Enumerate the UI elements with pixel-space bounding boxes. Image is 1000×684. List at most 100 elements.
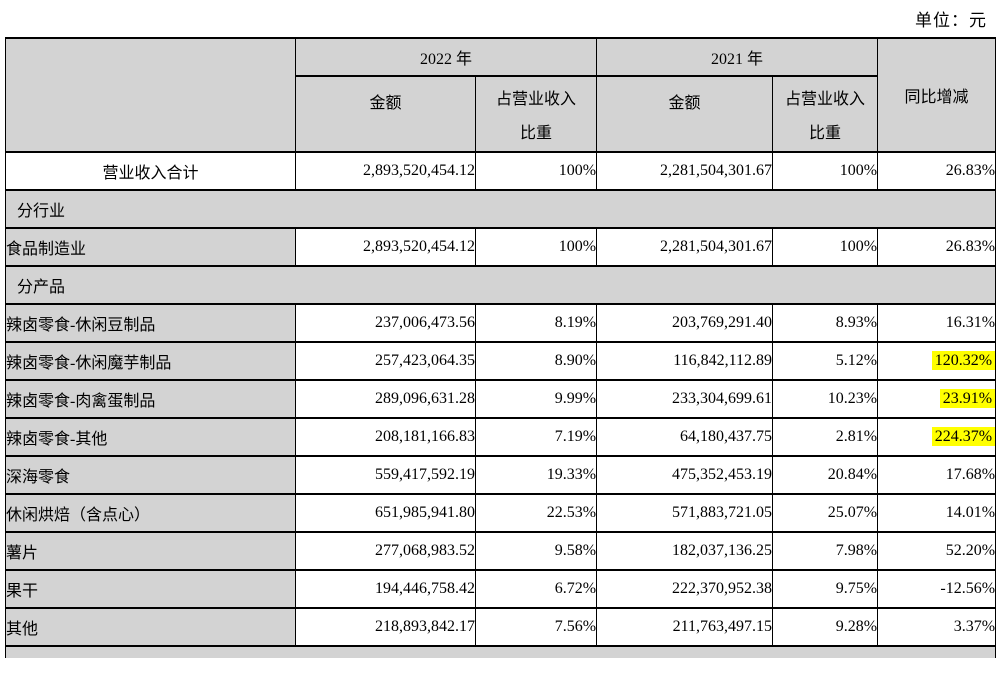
table-row: 薯片 277,068,983.52 9.58% 182,037,136.25 7…	[5, 531, 997, 571]
share-2021-cell: 100%	[772, 151, 879, 191]
share-header-line1: 占营业收入	[785, 91, 866, 108]
row-label-cell: 果干	[5, 569, 296, 609]
section-row-partial	[4, 645, 997, 658]
share-2022-cell: 19.33%	[474, 455, 598, 495]
share-2022-cell: 9.99%	[474, 379, 598, 419]
share-2022-cell: 100%	[474, 227, 598, 267]
yoy-cell: 23.91%	[877, 379, 997, 419]
share-2021-cell: 25.07%	[772, 493, 879, 533]
yoy-highlight: 224.37%	[931, 427, 995, 446]
share-2021-header: 占营业收入 比重	[772, 75, 879, 153]
share-header-line2: 比重	[520, 125, 553, 142]
amount-2022-header: 金额	[295, 75, 476, 153]
year-2021-header: 2021 年	[596, 37, 879, 77]
row-label-cell: 休闲烘焙（含点心）	[5, 493, 296, 533]
revenue-breakdown-table: 2022 年 2021 年 同比增减 金额 占营业收入 比重 金额 占营业收入 …	[4, 37, 997, 658]
share-2022-cell: 8.19%	[474, 303, 598, 343]
amount-2021-cell: 116,842,112.89	[596, 341, 774, 381]
amount-2022-cell: 237,006,473.56	[295, 303, 476, 343]
section-row: 分行业	[4, 189, 997, 229]
row-label-cell: 辣卤零食-休闲豆制品	[5, 303, 296, 343]
table-row: 食品制造业 2,893,520,454.12 100% 2,281,504,30…	[5, 227, 997, 267]
share-2021-cell: 8.93%	[772, 303, 879, 343]
yoy-cell: -12.56%	[877, 569, 997, 609]
amount-2021-cell: 64,180,437.75	[596, 417, 774, 457]
share-2021-cell: 10.23%	[772, 379, 879, 419]
yoy-highlight: 23.91%	[939, 389, 995, 408]
amount-2021-cell: 2,281,504,301.67	[596, 227, 774, 267]
section-label-cell: 分产品	[4, 265, 997, 305]
amount-2021-cell: 182,037,136.25	[596, 531, 774, 571]
yoy-cell: 3.37%	[877, 607, 997, 647]
share-2021-cell: 2.81%	[772, 417, 879, 457]
yoy-cell: 26.83%	[877, 227, 997, 267]
row-label-cell: 薯片	[5, 531, 296, 571]
row-label-cell: 营业收入合计	[5, 151, 296, 191]
amount-2022-cell: 277,068,983.52	[295, 531, 476, 571]
amount-2021-cell: 211,763,497.15	[596, 607, 774, 647]
yoy-cell: 52.20%	[877, 531, 997, 571]
yoy-cell: 224.37%	[877, 417, 997, 457]
share-2021-cell: 7.98%	[772, 531, 879, 571]
amount-2021-header: 金额	[596, 75, 774, 153]
row-label-cell: 食品制造业	[5, 227, 296, 267]
amount-2022-cell: 2,893,520,454.12	[295, 151, 476, 191]
unit-label: 单位：元	[915, 11, 987, 30]
share-2021-cell: 100%	[772, 227, 879, 267]
amount-2022-cell: 218,893,842.17	[295, 607, 476, 647]
section-label-cell: 分行业	[4, 189, 997, 229]
amount-2022-cell: 2,893,520,454.12	[295, 227, 476, 267]
share-header-line1: 占营业收入	[496, 91, 577, 108]
table-row: 其他 218,893,842.17 7.56% 211,763,497.15 9…	[5, 607, 997, 647]
table-row: 果干 194,446,758.42 6.72% 222,370,952.38 9…	[5, 569, 997, 609]
share-2022-header: 占营业收入 比重	[474, 75, 598, 153]
share-2022-cell: 7.56%	[474, 607, 598, 647]
yoy-cell: 14.01%	[877, 493, 997, 533]
row-label-cell: 辣卤零食-休闲魔芋制品	[5, 341, 296, 381]
share-2021-cell: 20.84%	[772, 455, 879, 495]
table-row: 辣卤零食-其他 208,181,166.83 7.19% 64,180,437.…	[5, 417, 997, 457]
amount-2021-cell: 222,370,952.38	[596, 569, 774, 609]
amount-2021-cell: 475,352,453.19	[596, 455, 774, 495]
share-2022-cell: 7.19%	[474, 417, 598, 457]
year-2022-header: 2022 年	[294, 37, 598, 77]
amount-2021-cell: 2,281,504,301.67	[596, 151, 774, 191]
table-row: 营业收入合计 2,893,520,454.12 100% 2,281,504,3…	[5, 151, 997, 191]
section-row: 分产品	[4, 265, 997, 305]
share-2021-cell: 9.28%	[772, 607, 879, 647]
yoy-cell: 26.83%	[877, 151, 997, 191]
yoy-cell: 120.32%	[877, 341, 997, 381]
yoy-header: 同比增减	[877, 37, 997, 153]
amount-2021-cell: 571,883,721.05	[596, 493, 774, 533]
row-label-cell: 深海零食	[5, 455, 296, 495]
blank-corner-cell	[5, 37, 296, 153]
amount-2022-cell: 651,985,941.80	[295, 493, 476, 533]
amount-2022-cell: 208,181,166.83	[295, 417, 476, 457]
share-2022-cell: 22.53%	[474, 493, 598, 533]
yoy-highlight: 120.32%	[931, 351, 995, 370]
amount-2022-cell: 194,446,758.42	[295, 569, 476, 609]
share-2022-cell: 100%	[474, 151, 598, 191]
share-2021-cell: 9.75%	[772, 569, 879, 609]
table-row: 深海零食 559,417,592.19 19.33% 475,352,453.1…	[5, 455, 997, 495]
row-label-cell: 辣卤零食-肉禽蛋制品	[5, 379, 296, 419]
amount-2021-cell: 203,769,291.40	[596, 303, 774, 343]
table-row: 辣卤零食-休闲豆制品 237,006,473.56 8.19% 203,769,…	[5, 303, 997, 343]
share-2021-cell: 5.12%	[772, 341, 879, 381]
share-2022-cell: 6.72%	[474, 569, 598, 609]
yoy-cell: 16.31%	[877, 303, 997, 343]
table-row: 辣卤零食-休闲魔芋制品 257,423,064.35 8.90% 116,842…	[5, 341, 997, 381]
row-label-cell: 其他	[5, 607, 296, 647]
table-row: 辣卤零食-肉禽蛋制品 289,096,631.28 9.99% 233,304,…	[5, 379, 997, 419]
table-row: 休闲烘焙（含点心） 651,985,941.80 22.53% 571,883,…	[5, 493, 997, 533]
share-2022-cell: 9.58%	[474, 531, 598, 571]
row-label-cell: 辣卤零食-其他	[5, 417, 296, 457]
share-header-line2: 比重	[809, 125, 842, 142]
section-label-cell	[4, 645, 997, 658]
amount-2021-cell: 233,304,699.61	[596, 379, 774, 419]
share-2022-cell: 8.90%	[474, 341, 598, 381]
yoy-cell: 17.68%	[877, 455, 997, 495]
amount-2022-cell: 257,423,064.35	[295, 341, 476, 381]
amount-2022-cell: 559,417,592.19	[295, 455, 476, 495]
amount-2022-cell: 289,096,631.28	[295, 379, 476, 419]
